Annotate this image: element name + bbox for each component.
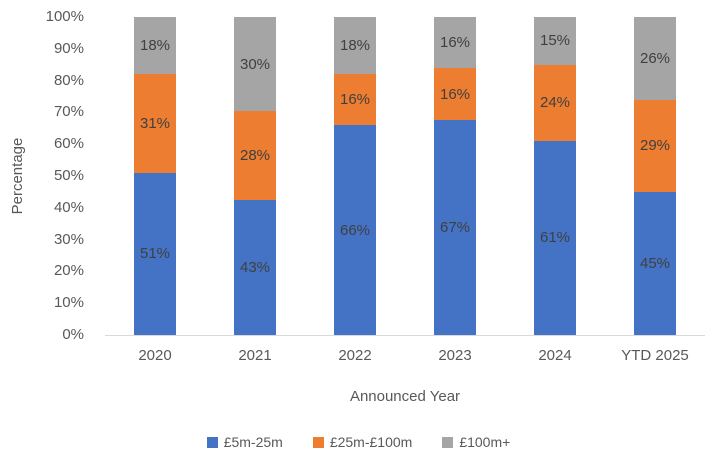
bar-segment-label: 26% [639, 49, 671, 67]
bar-segment-label: 15% [539, 32, 571, 50]
bar-stack: 30% 28% 43% [234, 17, 276, 335]
bar-segment-label: 16% [439, 85, 471, 103]
bar-segment-label: 45% [639, 254, 671, 272]
bar-segment-label: 51% [139, 245, 171, 263]
x-axis-tick-label: 2022 [338, 347, 372, 364]
y-axis-tick-label: 30% [53, 230, 84, 248]
x-axis-tick-label: YTD 2025 [621, 347, 689, 364]
y-axis-tick-label: 90% [53, 39, 84, 57]
y-axis-tick-label: 100% [45, 8, 84, 25]
bar-segment-label: 18% [139, 37, 171, 55]
x-axis-title: Announced Year [349, 388, 461, 405]
legend-item: £25m-£100m [312, 434, 413, 450]
bar-stack: 18% 16% 66% [334, 17, 376, 335]
bar-segment: 16% [434, 68, 476, 120]
bar-segment: 43% [234, 199, 276, 335]
bar-segment: 30% [234, 17, 276, 112]
bar-segment: 29% [634, 99, 676, 192]
bar-column: 18% 31% 51% [105, 17, 205, 335]
bar-stack: 26% 29% 45% [634, 17, 676, 335]
bar-segment: 61% [534, 141, 576, 335]
bar-segment: 66% [334, 125, 376, 335]
y-axis-tick-label: 80% [53, 71, 84, 89]
bar-stack: 18% 31% 51% [134, 17, 176, 335]
bar-segment-label: 61% [539, 229, 571, 247]
bar-segment: 16% [334, 74, 376, 126]
bar-stack: 16% 16% 67% [434, 17, 476, 335]
bar-column: 18% 16% 66% [305, 17, 405, 335]
legend-label: £5m-25m [223, 434, 283, 450]
bar-segment-label: 29% [639, 137, 671, 155]
x-axis-tick-label: 2021 [238, 347, 272, 364]
bar-segment: 24% [534, 64, 576, 141]
bar-segment: 51% [134, 172, 176, 335]
legend-swatch-icon [442, 436, 454, 448]
bar-segment-label: 24% [539, 94, 571, 112]
bar-segment: 28% [234, 111, 276, 200]
legend-label: £25m-£100m [329, 434, 413, 450]
y-axis-tick-label: 60% [53, 135, 84, 153]
bar-segment-label: 43% [239, 258, 271, 276]
bar-segment-label: 31% [139, 115, 171, 133]
bar-column: 26% 29% 45% [605, 17, 705, 335]
x-axis-tick-label: 2023 [438, 347, 472, 364]
legend-swatch-icon [312, 436, 324, 448]
legend: £5m-25m £25m-£100m £100m+ [0, 434, 717, 450]
bar-segment: 67% [434, 119, 476, 335]
plot-area: 18% 31% 51% 30% 28% 43% 18% 16% 66% 16% 16% 67% 15% 2… [105, 17, 705, 336]
y-axis-tick-label: 10% [53, 294, 84, 312]
bar-segment-label: 30% [239, 55, 271, 73]
y-axis-tick-label: 20% [53, 262, 84, 280]
bar-segment: 15% [534, 17, 576, 65]
bar-segment: 45% [634, 191, 676, 335]
y-axis-tick-label: 70% [53, 103, 84, 121]
x-axis-tick-label: 2020 [138, 347, 172, 364]
x-axis-tick-label: 2024 [538, 347, 572, 364]
bar-segment-label: 18% [339, 37, 371, 55]
bar-column: 15% 24% 61% [505, 17, 605, 335]
legend-swatch-icon [206, 436, 218, 448]
y-axis-tick-label: 0% [62, 326, 84, 343]
legend-label: £100m+ [459, 434, 511, 450]
bar-segment-label: 28% [239, 147, 271, 165]
bar-column: 16% 16% 67% [405, 17, 505, 335]
bar-stack: 15% 24% 61% [534, 17, 576, 335]
bar-segment: 26% [634, 17, 676, 100]
legend-item: £5m-25m [206, 434, 283, 450]
bar-segment-label: 67% [439, 218, 471, 236]
bar-segment: 18% [334, 17, 376, 75]
y-axis-tick-label: 40% [53, 198, 84, 216]
bar-segment-label: 16% [339, 91, 371, 109]
bar-segment: 31% [134, 74, 176, 173]
legend-item: £100m+ [442, 434, 510, 450]
bar-segment: 16% [434, 17, 476, 69]
bar-segment: 18% [134, 17, 176, 75]
y-axis-tick-label: 50% [53, 167, 84, 184]
bar-segment-label: 16% [439, 34, 471, 52]
bar-segment-label: 66% [339, 221, 371, 239]
bar-column: 30% 28% 43% [205, 17, 305, 335]
